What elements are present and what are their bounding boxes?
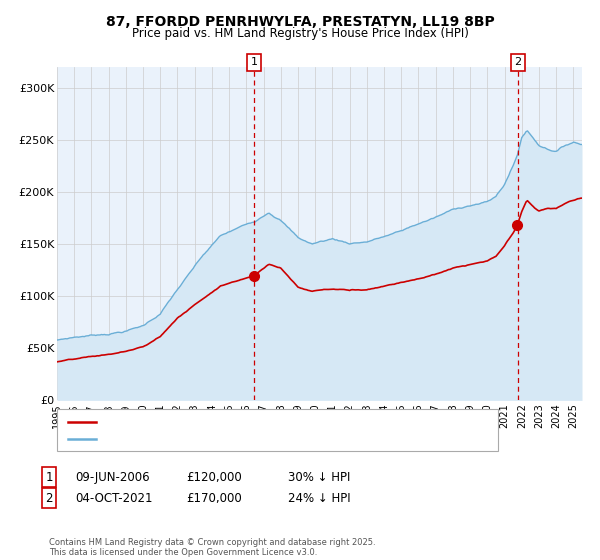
- Text: HPI: Average price, detached house, Denbighshire: HPI: Average price, detached house, Denb…: [103, 434, 365, 444]
- Text: £120,000: £120,000: [186, 470, 242, 484]
- Text: 1: 1: [250, 57, 257, 67]
- Text: 87, FFORDD PENRHWYLFA, PRESTATYN, LL19 8BP: 87, FFORDD PENRHWYLFA, PRESTATYN, LL19 8…: [106, 15, 494, 29]
- Text: 04-OCT-2021: 04-OCT-2021: [75, 492, 152, 505]
- Text: £170,000: £170,000: [186, 492, 242, 505]
- Text: 24% ↓ HPI: 24% ↓ HPI: [288, 492, 350, 505]
- Text: 2: 2: [46, 492, 53, 505]
- Text: Price paid vs. HM Land Registry's House Price Index (HPI): Price paid vs. HM Land Registry's House …: [131, 27, 469, 40]
- Text: 87, FFORDD PENRHWYLFA, PRESTATYN, LL19 8BP (detached house): 87, FFORDD PENRHWYLFA, PRESTATYN, LL19 8…: [103, 417, 454, 427]
- Text: 2: 2: [514, 57, 521, 67]
- Text: 09-JUN-2006: 09-JUN-2006: [75, 470, 149, 484]
- Text: 30% ↓ HPI: 30% ↓ HPI: [288, 470, 350, 484]
- Text: Contains HM Land Registry data © Crown copyright and database right 2025.
This d: Contains HM Land Registry data © Crown c…: [49, 538, 376, 557]
- Text: 1: 1: [46, 470, 53, 484]
